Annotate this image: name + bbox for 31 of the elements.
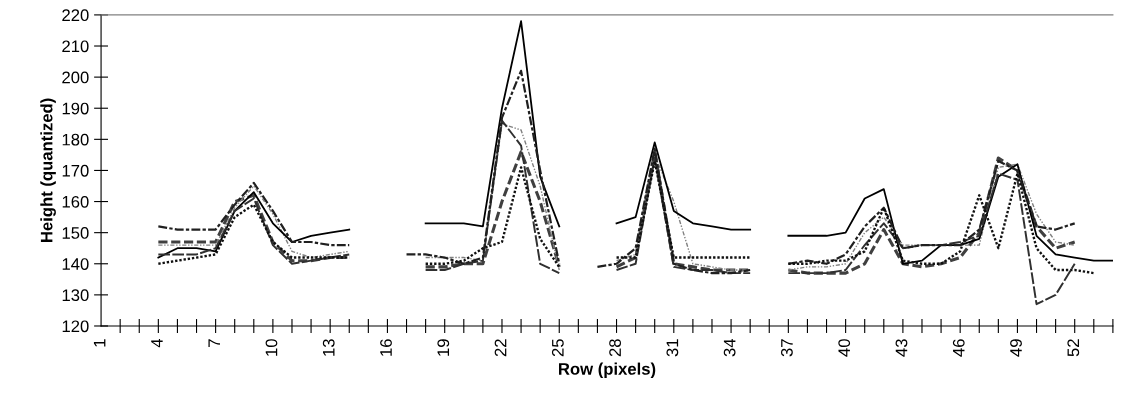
x-tick-label: 46 <box>952 339 965 357</box>
x-tick-label: 37 <box>781 339 793 357</box>
x-tick-label: 10 <box>265 339 278 356</box>
y-tick-label: 140 <box>62 258 89 270</box>
x-tick-label: 31 <box>666 339 679 357</box>
y-tick-label: 210 <box>62 40 89 53</box>
x-tick-label: 49 <box>1010 339 1022 357</box>
x-tick-label: 19 <box>437 339 450 356</box>
x-tick-label: 4 <box>151 338 163 348</box>
y-tick-label: 200 <box>62 71 89 84</box>
x-tick-label: 7 <box>208 339 220 347</box>
x-tick-label: 25 <box>551 339 564 357</box>
y-tick-label: 190 <box>62 102 89 115</box>
x-tick-label: 28 <box>609 339 621 357</box>
x-axis-title: Row (pixels) <box>559 362 656 379</box>
x-tick-label: 52 <box>1067 339 1080 357</box>
x-tick-label: 43 <box>895 339 908 357</box>
x-tick-label: 1 <box>93 339 106 347</box>
x-tick-label: 16 <box>380 339 392 356</box>
y-tick-label: 120 <box>62 320 89 333</box>
y-tick-label: 130 <box>62 289 89 302</box>
y-tick-label: 150 <box>62 227 89 239</box>
y-tick-label: 160 <box>62 195 89 208</box>
x-tick-label: 22 <box>494 339 507 357</box>
y-axis-title: Height (quantized) <box>40 98 56 242</box>
x-tick-label: 34 <box>723 338 736 357</box>
y-tick-label: 220 <box>62 9 89 22</box>
y-tick-label: 170 <box>62 164 89 177</box>
x-tick-label: 13 <box>322 339 335 356</box>
y-tick-label: 180 <box>62 133 89 146</box>
x-tick-label: 40 <box>838 339 851 357</box>
